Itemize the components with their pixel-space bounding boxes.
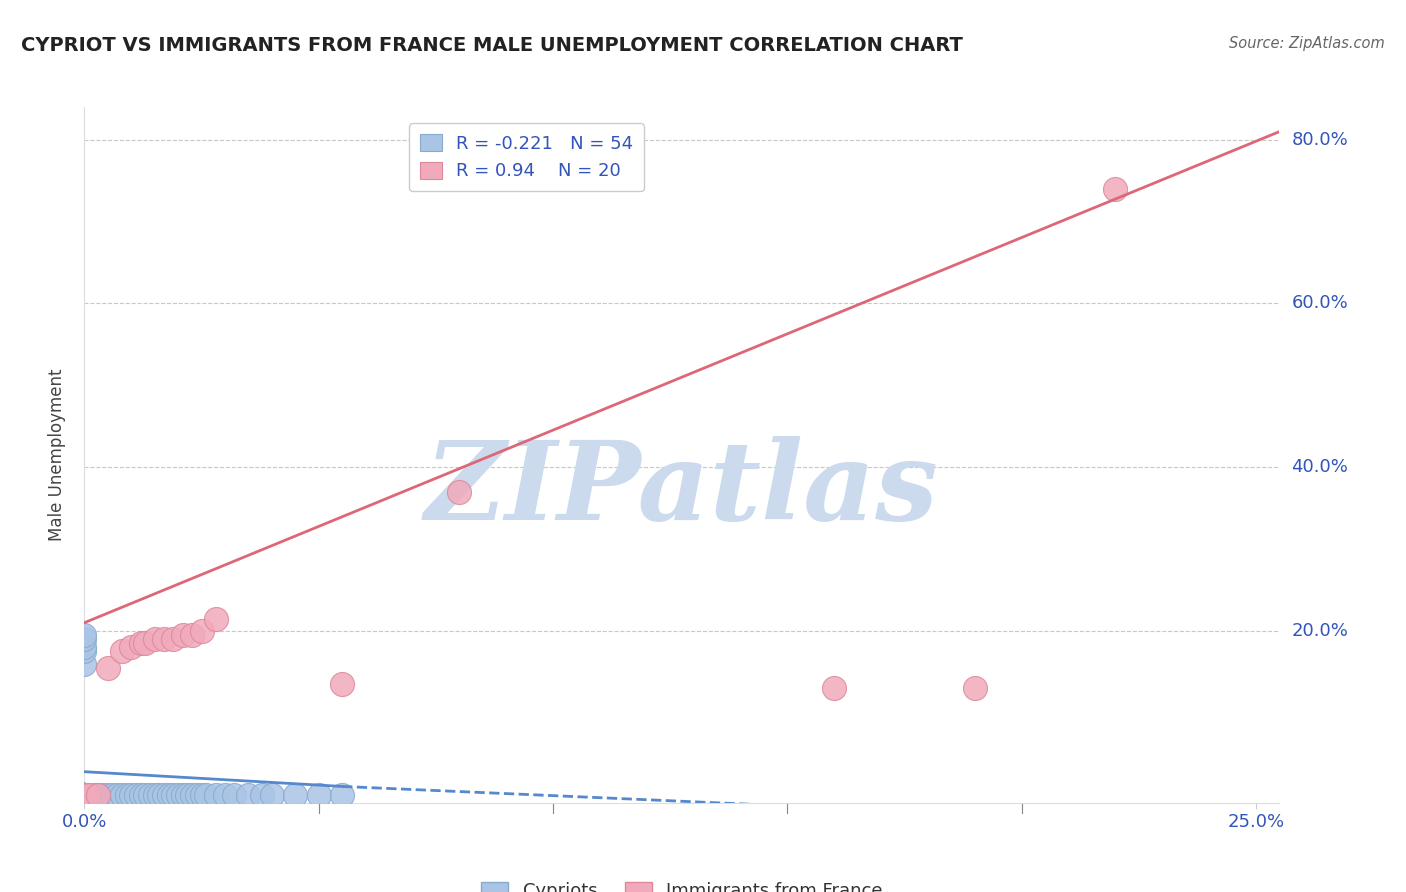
Point (172, 628, 194, 642)
Legend: Cypriots, Immigrants from France: Cypriots, Immigrants from France (474, 874, 890, 892)
Point (195, 788, 218, 802)
Point (73, 788, 96, 802)
Point (143, 788, 166, 802)
Point (162, 788, 184, 802)
Point (181, 628, 204, 642)
Point (91, 788, 114, 802)
Point (148, 788, 170, 802)
Point (73, 788, 96, 802)
Point (181, 788, 204, 802)
Point (73, 628, 96, 642)
Point (73, 788, 96, 802)
Text: 20.0%: 20.0% (1291, 622, 1348, 640)
Point (73, 788, 96, 802)
Point (157, 788, 180, 802)
Point (73, 640, 96, 655)
Point (134, 636, 156, 650)
Point (823, 681, 845, 696)
Point (73, 788, 96, 802)
Point (73, 788, 96, 802)
Point (129, 788, 152, 802)
Point (129, 636, 152, 650)
Point (167, 788, 190, 802)
Point (190, 624, 212, 638)
Text: 60.0%: 60.0% (1291, 294, 1348, 312)
Point (115, 788, 138, 802)
Point (73, 788, 96, 802)
Point (125, 788, 148, 802)
Text: 80.0%: 80.0% (1291, 131, 1348, 149)
Point (73, 788, 96, 802)
Text: ZIPatlas: ZIPatlas (425, 436, 939, 543)
Point (176, 788, 198, 802)
Text: 40.0%: 40.0% (1291, 458, 1348, 476)
Point (172, 788, 194, 802)
Text: Source: ZipAtlas.com: Source: ZipAtlas.com (1229, 36, 1385, 51)
Point (134, 788, 156, 802)
Point (1104, 182, 1126, 196)
Point (73, 657, 96, 671)
Point (204, 788, 226, 802)
Point (153, 788, 176, 802)
Point (97, 661, 120, 675)
Point (87, 788, 110, 802)
Point (73, 788, 96, 802)
Point (120, 640, 142, 655)
Point (224, 788, 246, 802)
Point (73, 788, 96, 802)
Point (190, 788, 212, 802)
Point (143, 632, 166, 646)
Point (73, 788, 96, 802)
Y-axis label: Male Unemployment: Male Unemployment (48, 368, 66, 541)
Point (73, 788, 96, 802)
Point (963, 681, 986, 696)
Point (101, 788, 124, 802)
Point (238, 788, 260, 802)
Point (111, 788, 134, 802)
Point (260, 788, 283, 802)
Point (105, 788, 128, 802)
Text: CYPRIOT VS IMMIGRANTS FROM FRANCE MALE UNEMPLOYMENT CORRELATION CHART: CYPRIOT VS IMMIGRANTS FROM FRANCE MALE U… (21, 36, 963, 54)
Point (284, 788, 307, 802)
Point (162, 632, 184, 646)
Point (83, 788, 105, 802)
Point (186, 788, 208, 802)
Point (73, 788, 96, 802)
Point (252, 788, 274, 802)
Point (204, 612, 226, 626)
Point (111, 644, 134, 658)
Point (139, 788, 162, 802)
Point (97, 788, 120, 802)
Point (120, 788, 142, 802)
Point (153, 632, 176, 646)
Point (214, 788, 236, 802)
Point (73, 788, 96, 802)
Point (73, 632, 96, 646)
Point (330, 788, 353, 802)
Point (87, 788, 110, 802)
Point (308, 788, 330, 802)
Point (77, 788, 100, 802)
Point (73, 788, 96, 802)
Point (73, 788, 96, 802)
Point (73, 644, 96, 658)
Point (449, 484, 471, 499)
Point (330, 677, 353, 691)
